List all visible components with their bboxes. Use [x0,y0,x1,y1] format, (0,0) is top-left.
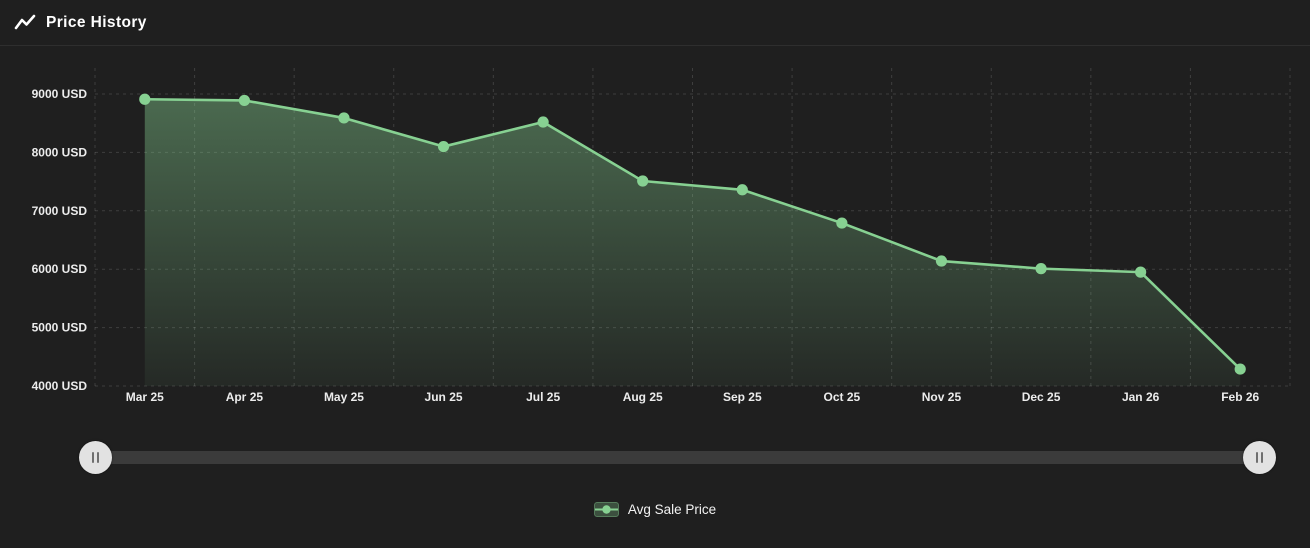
data-point-marker[interactable] [637,175,649,187]
grip-bars-icon [1261,452,1263,463]
grip-bars-icon [1256,452,1258,463]
x-tick-label: Jan 26 [1122,390,1160,404]
series-line [143,97,1242,371]
data-point-marker[interactable] [537,116,549,128]
data-point-marker[interactable] [139,93,151,105]
area-series-legend-marker [593,502,619,517]
x-tick-label: Dec 25 [1022,390,1061,404]
panel-header: Price History [0,0,1310,46]
price-history-chart[interactable]: 9000 USD 8000 USD 7000 USD 6000 USD 5000 USD… [0,0,1310,430]
trend-line-icon [14,14,36,29]
legend-label: Avg Sale Price [627,502,717,517]
x-tick-label: Nov 25 [922,390,962,404]
x-tick-label: Jun 25 [425,390,463,404]
y-tick-label: 7000 USD [32,204,88,218]
date-range-slider [0,436,1310,478]
data-point-marker[interactable] [1035,263,1047,275]
y-tick-label: 5000 USD [32,321,88,335]
panel-title: Price History [46,13,147,31]
x-tick-label: Feb 26 [1221,390,1259,404]
data-point-marker[interactable] [836,217,848,229]
data-point-marker[interactable] [338,112,350,124]
data-point-marker[interactable] [238,94,250,107]
x-tick-label: Oct 25 [824,390,861,404]
data-point-marker[interactable] [935,255,948,267]
grip-bars-icon [92,452,94,463]
x-tick-label: Apr 25 [226,390,264,404]
data-point-marker[interactable] [1234,363,1246,375]
y-tick-label: 8000 USD [32,145,88,159]
x-tick-label: Mar 25 [126,390,164,404]
data-point-marker[interactable] [437,140,450,153]
slider-selected-range[interactable] [96,451,1260,464]
slider-handle-left[interactable] [79,441,112,474]
y-tick-label: 4000 USD [32,379,88,393]
x-tick-label: Aug 25 [623,390,663,404]
x-tick-label: May 25 [324,390,364,404]
chart-legend: Avg Sale Price [0,502,1310,517]
data-point-marker[interactable] [736,184,748,196]
series-area-fill [144,99,1241,387]
data-point-marker[interactable] [1135,266,1147,278]
x-tick-label: Jul 25 [526,390,560,404]
chart-area: 9000 USD 8000 USD 7000 USD 6000 USD 5000 USD… [0,0,1310,430]
y-tick-label: 9000 USD [32,87,88,101]
legend-item-avg-sale-price[interactable]: Avg Sale Price [593,502,717,517]
slider-handle-right[interactable] [1243,441,1276,474]
grip-bars-icon [97,452,99,463]
x-tick-label: Sep 25 [723,390,762,404]
y-tick-label: 6000 USD [32,262,88,276]
